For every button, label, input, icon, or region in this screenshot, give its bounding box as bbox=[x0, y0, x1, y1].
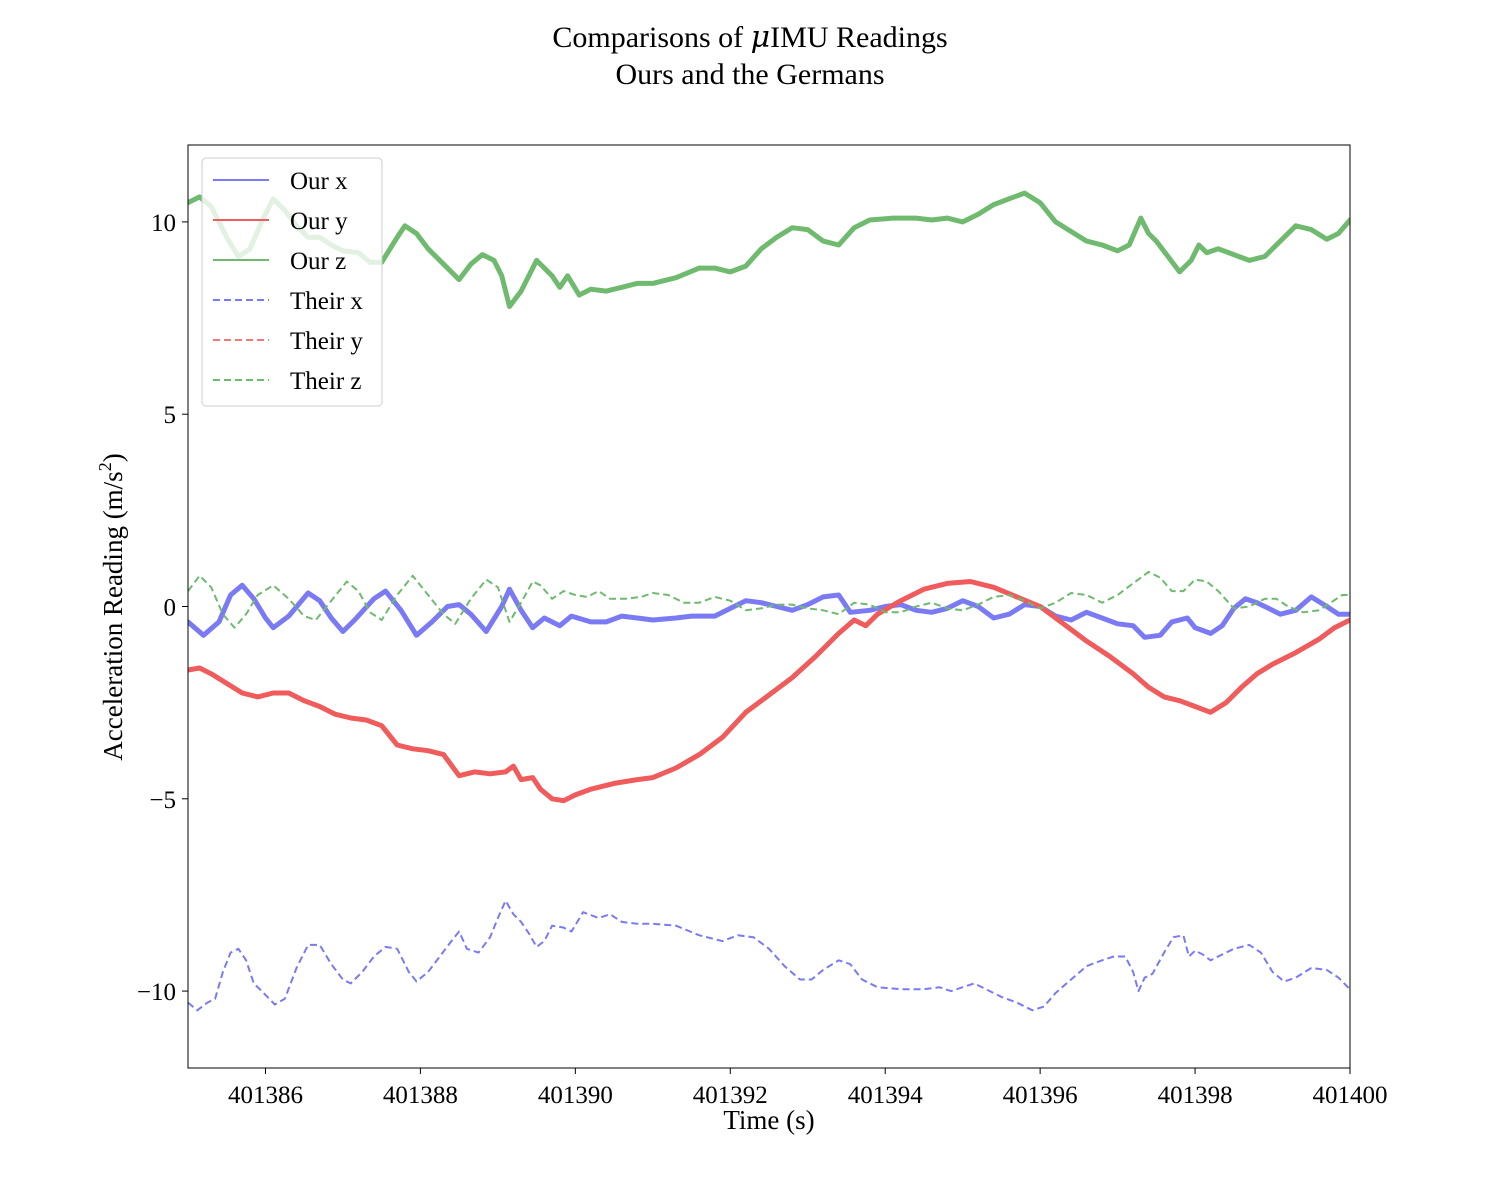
y-axis-label-close: ) bbox=[98, 453, 128, 462]
series-line-our-x bbox=[188, 582, 1350, 640]
chart-title-suffix: IMU Readings bbox=[770, 21, 948, 54]
y-tick-label: 5 bbox=[164, 402, 177, 429]
x-tick-label: 401390 bbox=[538, 1082, 613, 1109]
chart-title-mu-symbol: μ bbox=[750, 20, 771, 55]
x-tick-label: 401386 bbox=[228, 1082, 303, 1109]
y-axis-label-main: Acceleration Reading (m/s bbox=[98, 471, 128, 760]
legend-label: Our z bbox=[290, 248, 346, 275]
legend-label: Their z bbox=[290, 368, 361, 395]
legend-label: Their y bbox=[290, 328, 363, 355]
x-axis-ticks: 401386 401388 401390 401392 401394 401396 4013… bbox=[228, 1068, 1388, 1109]
legend-label: Our x bbox=[290, 168, 348, 195]
x-tick-label: 401396 bbox=[1003, 1082, 1078, 1109]
series-line-their-x bbox=[188, 899, 1350, 1012]
series-line-our-y bbox=[188, 579, 1350, 804]
y-axis-label-superscript: 2 bbox=[95, 462, 115, 471]
x-axis-label: Time (s) bbox=[723, 1105, 814, 1135]
x-tick-label: 401394 bbox=[848, 1082, 924, 1109]
legend-label: Our y bbox=[290, 208, 348, 235]
legend-label: Their x bbox=[290, 288, 363, 315]
series-line-their-z bbox=[188, 570, 1350, 629]
legend: Our x Our y Our z Their x Their y Their z bbox=[201, 157, 383, 407]
y-tick-label: 0 bbox=[164, 595, 177, 622]
chart-title-line-1: Comparisons of μIMU Readings bbox=[0, 20, 1500, 56]
y-tick-label: −10 bbox=[137, 979, 176, 1006]
x-tick-label: 401392 bbox=[693, 1082, 768, 1109]
y-axis-ticks: −10 −5 0 5 10 bbox=[137, 210, 188, 1006]
x-tick-label: 401400 bbox=[1313, 1082, 1388, 1109]
x-tick-label: 401388 bbox=[383, 1082, 458, 1109]
x-tick-label: 401398 bbox=[1158, 1082, 1233, 1109]
y-axis-label: Acceleration Reading (m/s2) bbox=[95, 453, 128, 760]
chart-title-prefix: Comparisons of bbox=[552, 21, 751, 54]
y-tick-label: 10 bbox=[151, 210, 176, 237]
y-tick-label: −5 bbox=[149, 787, 176, 814]
chart-title-line-2: Ours and the Germans bbox=[615, 58, 885, 91]
